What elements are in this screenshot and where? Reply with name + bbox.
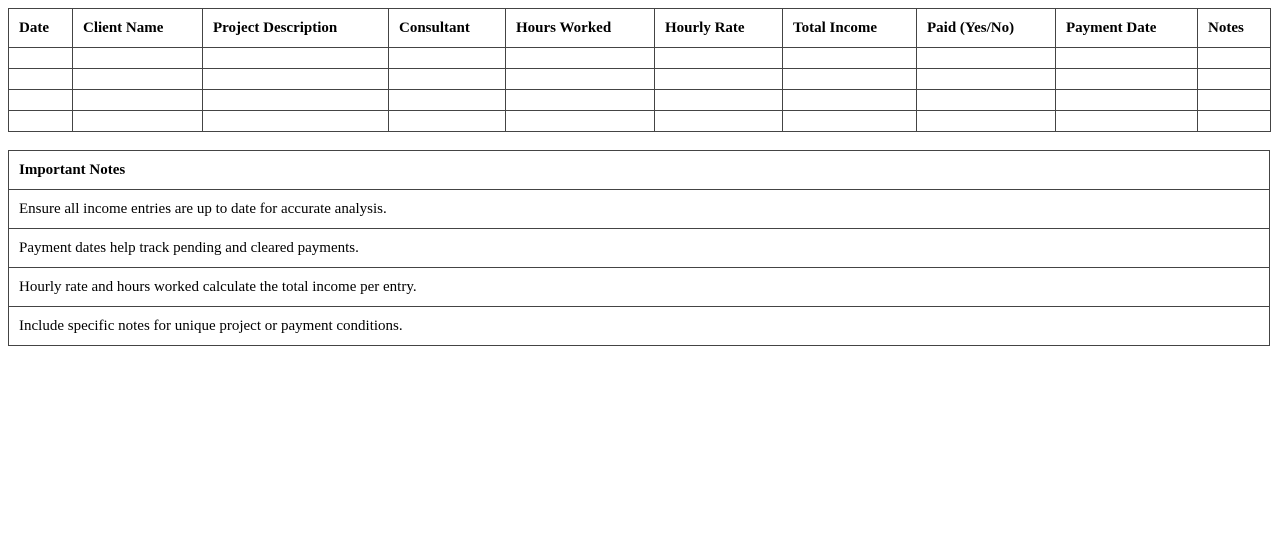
table-cell[interactable] bbox=[202, 47, 389, 69]
table-cell[interactable] bbox=[202, 110, 389, 132]
table-cell[interactable] bbox=[72, 110, 203, 132]
column-header: Total Income bbox=[782, 8, 917, 48]
table-cell[interactable] bbox=[1197, 89, 1271, 111]
table-cell[interactable] bbox=[202, 68, 389, 90]
table-row bbox=[8, 68, 1271, 90]
table-cell[interactable] bbox=[505, 68, 655, 90]
table-cell[interactable] bbox=[388, 110, 506, 132]
table-cell[interactable] bbox=[8, 110, 73, 132]
table-cell[interactable] bbox=[654, 68, 783, 90]
notes-title: Important Notes bbox=[8, 150, 1270, 190]
note-row: Hourly rate and hours worked calculate t… bbox=[8, 267, 1270, 307]
note-row: Include specific notes for unique projec… bbox=[8, 306, 1270, 346]
note-text: Payment dates help track pending and cle… bbox=[8, 228, 1270, 268]
table-cell[interactable] bbox=[8, 47, 73, 69]
table-cell[interactable] bbox=[388, 68, 506, 90]
table-row bbox=[8, 47, 1271, 69]
table-cell[interactable] bbox=[72, 47, 203, 69]
note-text: Hourly rate and hours worked calculate t… bbox=[8, 267, 1270, 307]
column-header: Payment Date bbox=[1055, 8, 1198, 48]
table-cell[interactable] bbox=[1197, 47, 1271, 69]
table-cell[interactable] bbox=[8, 68, 73, 90]
column-header: Hourly Rate bbox=[654, 8, 783, 48]
table-cell[interactable] bbox=[782, 68, 917, 90]
table-cell[interactable] bbox=[1055, 68, 1198, 90]
table-cell[interactable] bbox=[388, 89, 506, 111]
table-cell[interactable] bbox=[505, 110, 655, 132]
table-cell[interactable] bbox=[388, 47, 506, 69]
table-cell[interactable] bbox=[916, 89, 1056, 111]
table-cell[interactable] bbox=[505, 47, 655, 69]
table-row bbox=[8, 110, 1271, 132]
column-header: Project Description bbox=[202, 8, 389, 48]
table-cell[interactable] bbox=[202, 89, 389, 111]
note-text: Ensure all income entries are up to date… bbox=[8, 189, 1270, 229]
note-row: Ensure all income entries are up to date… bbox=[8, 189, 1270, 229]
column-header: Notes bbox=[1197, 8, 1271, 48]
table-cell[interactable] bbox=[916, 47, 1056, 69]
table-cell[interactable] bbox=[782, 89, 917, 111]
column-header: Consultant bbox=[388, 8, 506, 48]
table-cell[interactable] bbox=[1197, 110, 1271, 132]
table-cell[interactable] bbox=[1197, 68, 1271, 90]
income-table: Date Client Name Project Description Consul… bbox=[8, 8, 1271, 132]
table-cell[interactable] bbox=[782, 110, 917, 132]
table-cell[interactable] bbox=[654, 89, 783, 111]
notes-header-row: Important Notes bbox=[8, 150, 1270, 190]
table-cell[interactable] bbox=[1055, 89, 1198, 111]
note-text: Include specific notes for unique projec… bbox=[8, 306, 1270, 346]
note-row: Payment dates help track pending and cle… bbox=[8, 228, 1270, 268]
table-row bbox=[8, 89, 1271, 111]
table-cell[interactable] bbox=[72, 89, 203, 111]
table-cell[interactable] bbox=[654, 47, 783, 69]
table-cell[interactable] bbox=[8, 89, 73, 111]
column-header: Paid (Yes/No) bbox=[916, 8, 1056, 48]
column-header: Date bbox=[8, 8, 73, 48]
column-header: Hours Worked bbox=[505, 8, 655, 48]
header-row: Date Client Name Project Description Consul… bbox=[8, 8, 1271, 48]
important-notes-table: Important Notes Ensure all income entrie… bbox=[8, 150, 1270, 346]
table-cell[interactable] bbox=[916, 110, 1056, 132]
column-header: Client Name bbox=[72, 8, 203, 48]
table-cell[interactable] bbox=[1055, 110, 1198, 132]
table-cell[interactable] bbox=[654, 110, 783, 132]
table-cell[interactable] bbox=[782, 47, 917, 69]
table-cell[interactable] bbox=[1055, 47, 1198, 69]
table-cell[interactable] bbox=[505, 89, 655, 111]
table-cell[interactable] bbox=[72, 68, 203, 90]
table-cell[interactable] bbox=[916, 68, 1056, 90]
